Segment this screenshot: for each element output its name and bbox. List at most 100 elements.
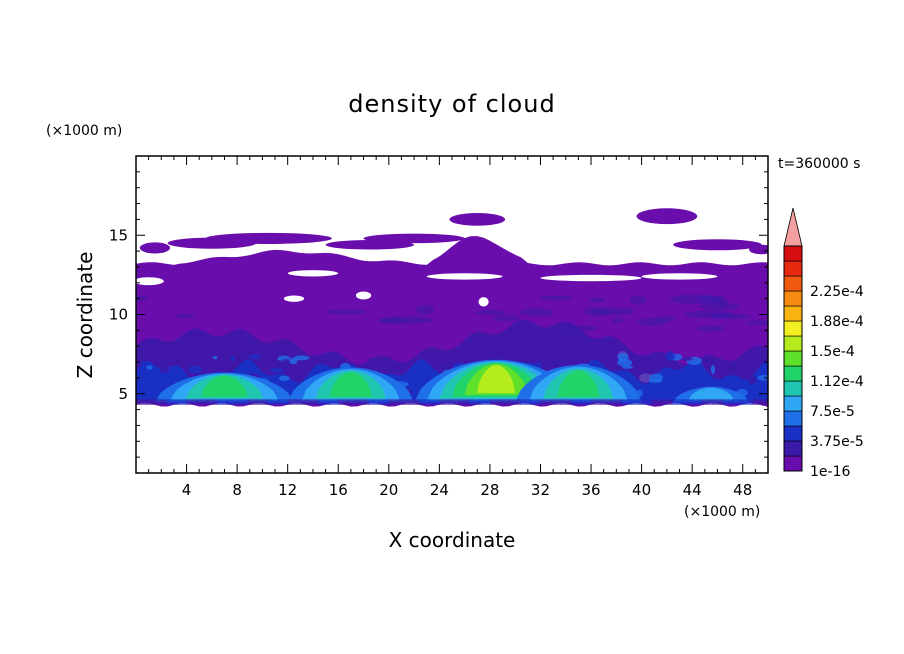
cloud-base-rim [489,399,501,405]
cloud-speckle [327,355,334,362]
colorbar-label: 7.5e-5 [810,404,855,420]
cloud-speckle [159,368,171,373]
colorbar-bin [783,260,803,277]
cloud-fragment [363,233,465,244]
cloud-streak [475,310,506,316]
cloud-gap [641,273,718,280]
cloud-speckle [437,365,453,370]
cloud-base-rim [318,399,329,405]
x-tick-label: 48 [733,481,752,499]
cloud-streak [655,315,675,322]
x-tick-label: 28 [480,481,499,499]
colorbar-label: 1.5e-4 [810,344,855,360]
cloud-base-rim [409,399,420,405]
colorbar-label: 1.88e-4 [810,314,864,330]
colorbar-bin [783,380,803,397]
cloud-gap [136,277,164,286]
y-axis-label: Z coordinate [73,252,97,379]
cloud-base-rim [267,399,279,405]
cloud-base-rim [722,399,734,405]
cloud-base-rim [682,399,693,405]
cloud-base-rim [206,399,218,405]
cloud-base-rim [641,399,653,405]
cloud-speckle [248,354,261,360]
x-tick-label: 36 [581,481,600,499]
colorbar-label: 3.75e-5 [810,434,864,450]
cloud-core-level-4 [688,387,734,401]
cloud-speckle [279,375,290,382]
y-unit-label: (×1000 m) [46,123,122,139]
cloud-base-rim [348,399,359,405]
cloud-base-rim [540,399,552,405]
cloud-gap [287,270,339,277]
cloud-base-rim [287,399,299,405]
cloud-base-rim [186,399,198,405]
cloud-speckle [732,363,738,371]
colorbar-bin [783,335,803,352]
cloud-streak [493,314,521,322]
cloud-base-rim [479,399,491,405]
cloud-base-rim [742,399,754,405]
cloud-streak [556,325,599,332]
colorbar-overflow-triangle [783,207,803,247]
cloud-speckle [757,374,768,381]
cloud-base-rim [469,399,481,405]
cloud-streak [519,308,555,317]
cloud-streak [415,304,434,315]
cloud-speckle [748,375,757,385]
cloud-base-rim [156,399,167,405]
cloud-speckle [617,352,629,362]
x-tick-label: 20 [379,481,398,499]
cloud-base-rim [611,399,622,405]
colorbar-bin [783,275,803,292]
cloud-base-rim [591,399,602,405]
y-axis: 5 10 15 [109,171,768,458]
cloud-base-rim [398,399,410,405]
x-tick-label: 4 [182,481,192,499]
cloud-streak [592,307,635,316]
cloud-base-rim [550,399,562,405]
cloud-fragment [449,213,506,226]
y-tick-label: 5 [118,385,128,403]
cloud-base-rim [459,399,471,405]
cloud-base-rim [601,399,612,405]
cloud-base-rim [196,399,208,405]
cloud-base-rim [378,399,390,405]
colorbar-label: 1.12e-4 [810,374,864,390]
cloud-base-rim [530,399,541,405]
x-tick-label: 32 [531,481,550,499]
cloud-core-level-6 [201,375,248,397]
cloud-core-level-6 [557,370,600,397]
cloud-speckle [649,373,663,382]
cloud-gap [355,291,372,300]
cloud-base-rim [712,399,723,405]
colorbar-bin [783,365,803,382]
cloud-base-rim [439,399,450,405]
cloud-fragment [636,208,698,225]
cloud-streak [708,313,752,320]
cloud-base-rim [560,399,572,405]
cloud-base-rim [570,399,582,405]
cloud-base-rim [297,399,309,405]
cloud-base-rim [692,399,703,405]
cloud-core-level-8 [477,365,516,393]
cloud-speckle [293,355,310,361]
cloud-base-rim [651,399,663,405]
cloud-base-rim [216,399,228,405]
cloud-speckle [703,359,717,364]
colorbar-bin [783,440,803,457]
colorbar-bin [783,245,803,262]
cloud-speckle [159,359,169,370]
cloud-speckle [146,365,153,370]
x-tick-label: 12 [278,481,297,499]
cloud-base-rim [449,399,461,405]
y-tick-label: 10 [109,306,128,324]
cloud-base-rim [702,399,713,405]
cloud-gap [283,295,305,302]
cloud-speckle [545,359,561,367]
cloud-base-rim [388,399,400,405]
cloud-base-rim [257,399,268,405]
chart-title: density of cloud [348,90,555,118]
cloud-speckle [621,365,633,369]
colorbar-label: 2.25e-4 [810,284,864,300]
